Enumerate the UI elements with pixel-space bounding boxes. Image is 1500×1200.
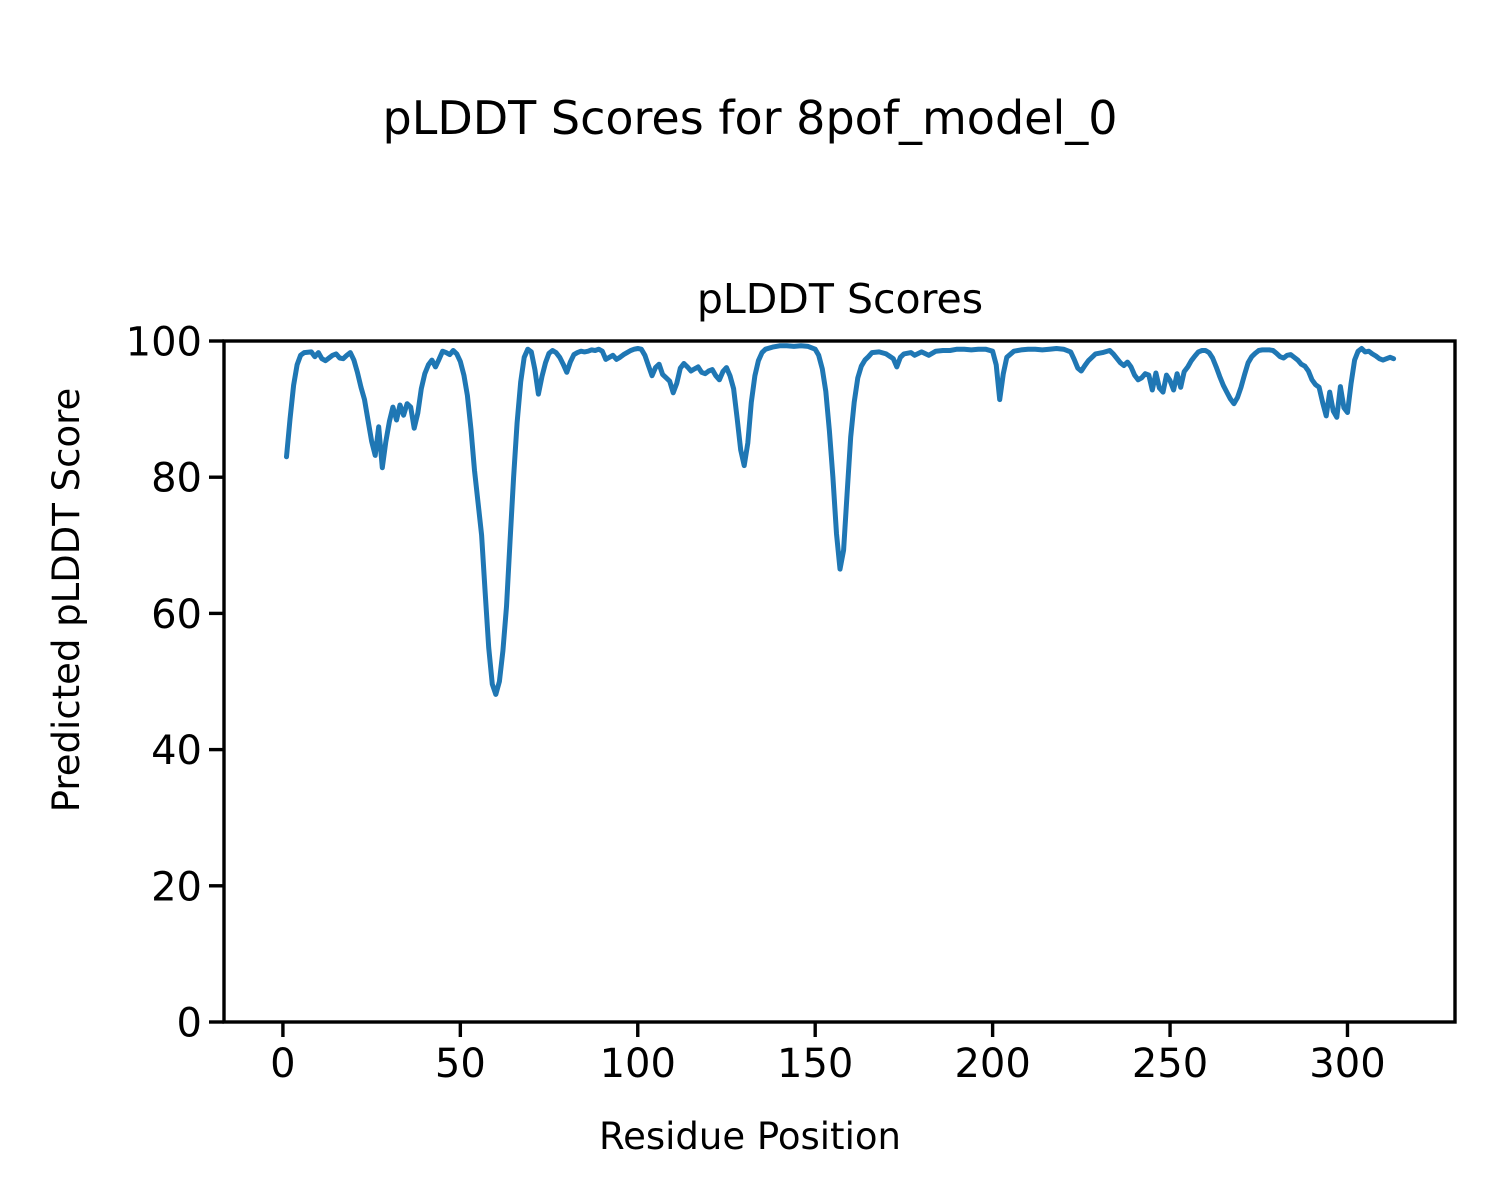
x-tick-label: 300 bbox=[1309, 1041, 1385, 1087]
y-tick-label: 40 bbox=[151, 728, 202, 774]
x-axis-label: Residue Position bbox=[599, 1115, 901, 1158]
y-tick-label: 60 bbox=[151, 592, 202, 638]
x-tick-label: 0 bbox=[270, 1041, 295, 1087]
y-tick-label: 100 bbox=[126, 320, 202, 366]
plot-area-border bbox=[222, 339, 1457, 1024]
x-tick-label: 250 bbox=[1132, 1041, 1208, 1087]
plddt-score-line bbox=[284, 343, 1397, 697]
y-axis-label: Predicted pLDDT Score bbox=[45, 388, 88, 813]
x-tick-label: 50 bbox=[435, 1041, 486, 1087]
y-tick-label: 80 bbox=[151, 456, 202, 502]
y-tick-label: 20 bbox=[151, 864, 202, 910]
figure-suptitle: pLDDT Scores for 8pof_model_0 bbox=[383, 91, 1118, 145]
x-tick-label: 200 bbox=[954, 1041, 1030, 1087]
y-tick-label: 0 bbox=[177, 1001, 202, 1047]
axes-title: pLDDT Scores bbox=[697, 275, 983, 323]
x-tick-label: 100 bbox=[600, 1041, 676, 1087]
x-tick-label: 150 bbox=[777, 1041, 853, 1087]
axis-ticks: 0 50 100 150 200 250 300 0 20 40 60 80 100 bbox=[126, 320, 1386, 1088]
